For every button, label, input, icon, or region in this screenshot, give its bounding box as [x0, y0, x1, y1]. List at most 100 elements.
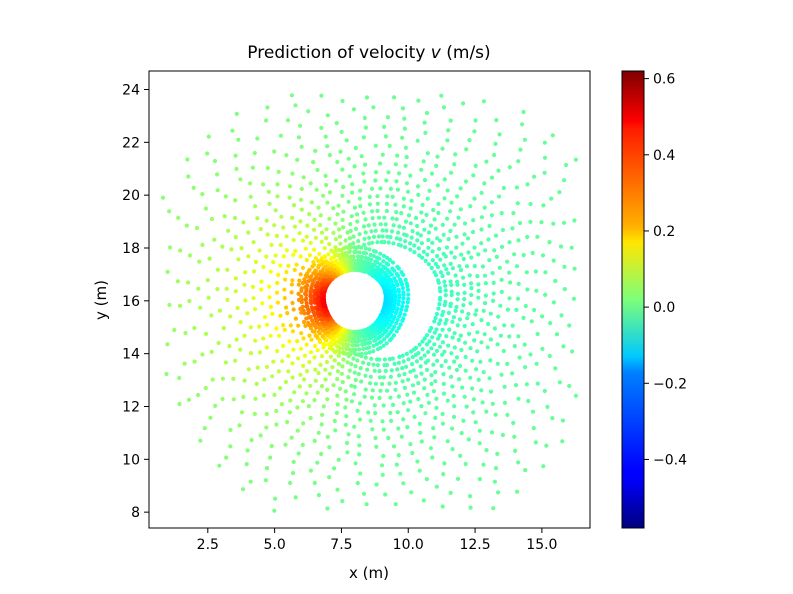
- data-point: [420, 202, 425, 207]
- data-point: [327, 475, 332, 480]
- data-point: [308, 415, 313, 421]
- data-point: [392, 95, 397, 100]
- data-point: [511, 420, 516, 426]
- data-point: [398, 322, 403, 327]
- data-point: [315, 390, 320, 395]
- data-point: [331, 230, 336, 235]
- data-point: [554, 332, 560, 337]
- data-point: [300, 442, 305, 447]
- data-point: [486, 237, 491, 242]
- data-point: [540, 314, 545, 319]
- data-point: [358, 204, 363, 209]
- data-point: [187, 298, 192, 304]
- data-point: [320, 317, 325, 322]
- data-point: [290, 278, 295, 283]
- data-point: [268, 304, 273, 309]
- data-point: [438, 270, 444, 275]
- data-point: [494, 254, 499, 259]
- data-point: [390, 356, 395, 361]
- data-point: [400, 106, 405, 111]
- data-point: [345, 450, 350, 455]
- data-point: [273, 253, 278, 258]
- data-point: [278, 263, 283, 268]
- data-point: [562, 264, 567, 269]
- data-point: [395, 264, 400, 269]
- data-point: [315, 460, 320, 465]
- data-point: [392, 287, 397, 292]
- data-point: [398, 311, 403, 316]
- data-point: [361, 360, 366, 365]
- data-point: [490, 401, 495, 406]
- colorbar-tick-label: −0.4: [653, 452, 687, 468]
- data-point: [215, 172, 220, 177]
- data-point: [452, 222, 457, 227]
- data-point: [318, 273, 323, 278]
- data-point: [205, 278, 210, 283]
- data-point: [393, 202, 398, 207]
- data-point: [320, 296, 326, 301]
- data-point: [380, 472, 385, 477]
- data-point: [378, 222, 383, 227]
- data-point: [462, 323, 467, 329]
- data-point: [363, 162, 368, 167]
- data-point: [390, 260, 396, 265]
- data-point: [396, 453, 401, 458]
- data-point: [459, 347, 464, 353]
- data-point: [499, 372, 504, 377]
- data-point: [353, 226, 359, 231]
- data-point: [309, 200, 314, 205]
- data-point: [186, 397, 192, 402]
- data-point: [489, 175, 495, 180]
- data-point: [465, 236, 471, 241]
- data-point: [489, 200, 494, 205]
- data-point: [431, 207, 436, 213]
- data-point: [432, 435, 437, 440]
- data-point: [410, 354, 415, 360]
- data-point: [402, 385, 407, 390]
- data-point: [449, 282, 454, 288]
- data-point: [375, 208, 380, 213]
- data-point: [300, 238, 306, 243]
- data-point: [562, 178, 567, 183]
- x-axis-label: x (m): [349, 564, 389, 582]
- data-point: [327, 153, 332, 158]
- data-point: [526, 398, 531, 404]
- data-point: [264, 218, 269, 223]
- data-point: [499, 277, 504, 282]
- data-point: [355, 358, 360, 363]
- data-point: [400, 135, 405, 140]
- data-point: [405, 300, 410, 305]
- data-point: [383, 368, 388, 374]
- data-point: [319, 354, 325, 359]
- data-point: [324, 236, 329, 241]
- data-point: [393, 502, 398, 507]
- data-point: [355, 408, 360, 413]
- data-point: [361, 491, 367, 496]
- data-point: [233, 358, 238, 363]
- data-point: [380, 228, 385, 233]
- data-point: [321, 333, 326, 338]
- data-point: [461, 303, 466, 308]
- data-point: [208, 415, 213, 420]
- data-point: [401, 290, 406, 295]
- data-point: [468, 204, 473, 209]
- data-point: [333, 341, 338, 346]
- data-point: [261, 264, 266, 270]
- data-point: [404, 181, 409, 186]
- data-point: [428, 223, 433, 228]
- data-point: [408, 442, 413, 447]
- data-point: [327, 445, 332, 450]
- data-point: [514, 264, 520, 269]
- data-point: [479, 215, 484, 220]
- data-point: [408, 173, 413, 178]
- data-point: [431, 352, 437, 357]
- data-point: [460, 309, 465, 314]
- data-point: [397, 373, 402, 378]
- data-point: [517, 220, 523, 226]
- data-point: [404, 281, 409, 286]
- data-point: [306, 109, 311, 114]
- data-point: [473, 420, 478, 425]
- data-point: [341, 357, 346, 362]
- data-point: [290, 361, 295, 366]
- data-point: [414, 374, 419, 379]
